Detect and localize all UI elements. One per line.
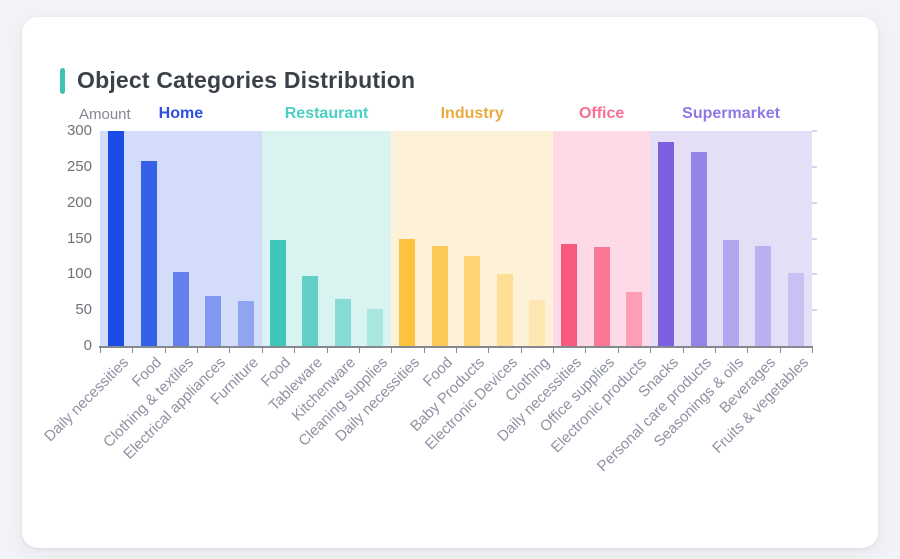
card-header: Object Categories Distribution	[60, 67, 415, 94]
title-accent-bar	[60, 67, 65, 94]
page-title: Object Categories Distribution	[77, 67, 416, 93]
chart-card: Object Categories Distribution Amount	[22, 17, 878, 548]
y-axis-title: Amount	[79, 106, 131, 123]
